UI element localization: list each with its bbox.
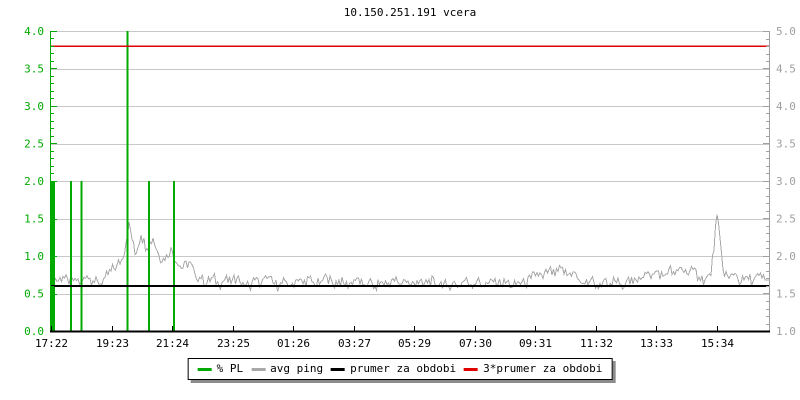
left-axis-label: 2.5 xyxy=(24,138,44,151)
x-axis-label: 01:26 xyxy=(277,337,310,350)
x-axis-label: 09:31 xyxy=(519,337,552,350)
left-axis-label: 0.5 xyxy=(24,288,44,301)
legend-label: % PL xyxy=(216,362,244,375)
x-axis-label: 07:30 xyxy=(459,337,492,350)
chart-title: 10.150.251.191 vcera xyxy=(343,6,477,19)
right-axis-label: 4.0 xyxy=(776,100,796,113)
x-axis-label: 03:27 xyxy=(338,337,371,350)
right-axis-label: 4.5 xyxy=(776,63,796,76)
left-axis-label: 0.0 xyxy=(24,325,44,338)
right-axis-label: 1.0 xyxy=(776,325,796,338)
x-axis-label: 05:29 xyxy=(398,337,431,350)
x-axis-label: 21:24 xyxy=(156,337,189,350)
legend-item: 3*prumer za obdobi xyxy=(464,363,602,375)
right-axis-label: 2.0 xyxy=(776,250,796,263)
right-axis-label: 1.5 xyxy=(776,288,796,301)
x-axis-label: 13:33 xyxy=(640,337,673,350)
legend-dash-icon xyxy=(464,367,479,371)
legend-item: % PL xyxy=(197,362,244,375)
legend-item: avg ping xyxy=(251,363,323,375)
legend-dash-icon xyxy=(331,367,346,371)
legend-label: prumer za obdobi xyxy=(350,362,457,375)
x-axis-label: 11:32 xyxy=(580,337,613,350)
x-axis-label: 15:34 xyxy=(701,337,734,350)
left-axis-label: 3.5 xyxy=(24,63,44,76)
left-axis-label: 4.0 xyxy=(24,25,44,38)
legend-label: avg ping xyxy=(270,362,324,375)
left-axis-label: 1.5 xyxy=(24,213,44,226)
ping-chart: 17:22 19:23 21:24 23:25 01:26 03:27 05:29 07:30… xyxy=(24,25,796,350)
left-axis-label: 3.0 xyxy=(24,100,44,113)
avg-ping-line xyxy=(50,214,770,293)
right-axis-label: 5.0 xyxy=(776,25,796,38)
left-axis-label: 1.0 xyxy=(24,250,44,263)
packet-loss-bar xyxy=(148,181,150,331)
x-axis-label: 23:25 xyxy=(217,337,250,350)
legend-dash-icon xyxy=(197,367,212,371)
x-axis-label: 17:22 xyxy=(35,337,68,350)
right-axis-label: 3.0 xyxy=(776,175,796,188)
packet-loss-bar xyxy=(126,31,129,331)
packet-loss-bar xyxy=(80,181,83,331)
packet-loss-bar xyxy=(173,181,175,331)
packet-loss-bar xyxy=(70,181,72,331)
legend-item: prumer za obdobi xyxy=(331,363,456,375)
legend-label: 3*prumer za obdobi xyxy=(483,362,603,375)
right-axis-label: 2.5 xyxy=(776,213,796,226)
chart-legend: % PL avg ping prumer za obdobi 3*prumer za … xyxy=(187,358,613,380)
x-axis-label: 19:23 xyxy=(96,337,129,350)
left-axis-label: 2.0 xyxy=(24,175,44,188)
right-axis-label: 3.5 xyxy=(776,138,796,151)
legend-dash-icon xyxy=(251,367,266,371)
